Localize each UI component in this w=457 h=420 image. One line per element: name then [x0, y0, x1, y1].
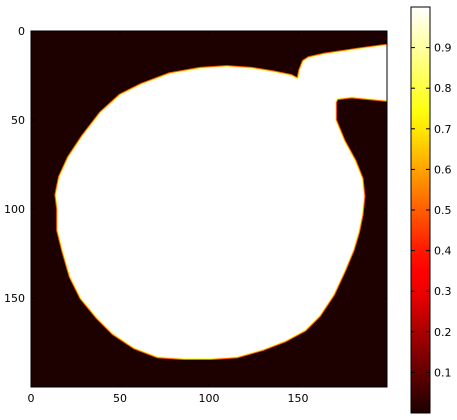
y-tick-label: 150	[4, 292, 25, 305]
y-tick-label: 0	[18, 25, 25, 38]
colorbar-tick-label: 0.4	[434, 245, 452, 258]
colorbar-tick-label: 0.2	[434, 326, 452, 339]
colorbar-tick-label: 0.8	[434, 82, 452, 95]
x-tick-label: 150	[288, 392, 309, 405]
colorbar: 0.1 0.2 0.3 0.4 0.5 0.6 0.7 0.8 0.9	[410, 6, 452, 414]
y-tick-label: 50	[11, 114, 25, 127]
y-tick-label: 100	[4, 203, 25, 216]
y-axis: 0 50 100 150	[4, 25, 387, 305]
colorbar-ticks: 0.1 0.2 0.3 0.4 0.5 0.6 0.7 0.8 0.9	[411, 42, 452, 379]
heatmap-plot	[30, 30, 388, 388]
colorbar-tick-label: 0.5	[434, 204, 452, 217]
colorbar-tick-label: 0.1	[434, 366, 452, 379]
colorbar-gradient	[411, 7, 430, 413]
blob-region	[55, 44, 387, 359]
x-tick-label: 100	[199, 392, 220, 405]
colorbar-tick-label: 0.6	[434, 163, 452, 176]
colorbar-tick-label: 0.7	[434, 123, 452, 136]
x-tick-label: 50	[113, 392, 127, 405]
colorbar-tick-label: 0.3	[434, 285, 452, 298]
x-axis: 0 50 100 150	[28, 31, 309, 405]
x-tick-label: 0	[28, 392, 35, 405]
colorbar-tick-label: 0.9	[434, 42, 452, 55]
